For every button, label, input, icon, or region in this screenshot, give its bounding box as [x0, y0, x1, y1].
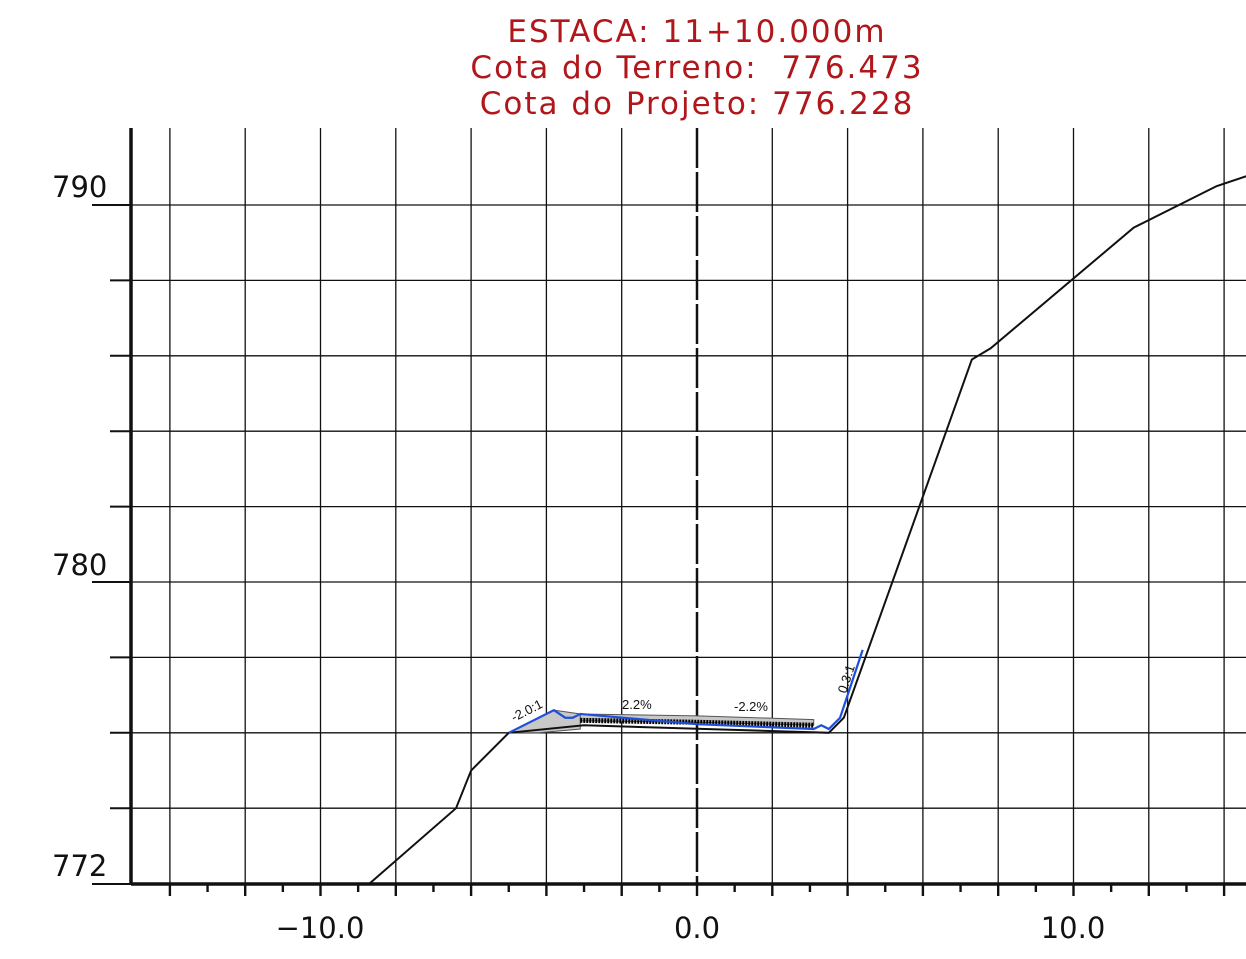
x-tick-label-0: 0.0: [674, 911, 720, 945]
grid: [131, 128, 1246, 884]
x-tick-label-10: 10.0: [1041, 911, 1106, 945]
y-axis-labels: 790 780 772: [52, 170, 107, 883]
design-line: [508, 649, 864, 734]
x-tick-label-minus-10: −10.0: [276, 911, 365, 945]
right-cross-slope-label: -2.2%: [734, 699, 768, 714]
section-header: ESTACA: 11+10.000m Cota do Terreno: 776.…: [0, 14, 1246, 122]
y-tick-label-772: 772: [52, 849, 107, 883]
left-cross-slope-label: 2.2%: [622, 697, 652, 712]
terrain-elevation-text: Cota do Terreno: 776.473: [470, 50, 924, 86]
y-tick-label-780: 780: [52, 548, 107, 582]
terrain-line: [368, 175, 1246, 885]
station-title: ESTACA: 11+10.000m: [507, 14, 887, 50]
axes: [92, 128, 1246, 896]
y-tick-label-790: 790: [52, 170, 107, 204]
design-elevation-text: Cota do Projeto: 776.228: [479, 86, 915, 122]
x-axis-labels: −10.0 0.0 10.0: [276, 911, 1106, 945]
